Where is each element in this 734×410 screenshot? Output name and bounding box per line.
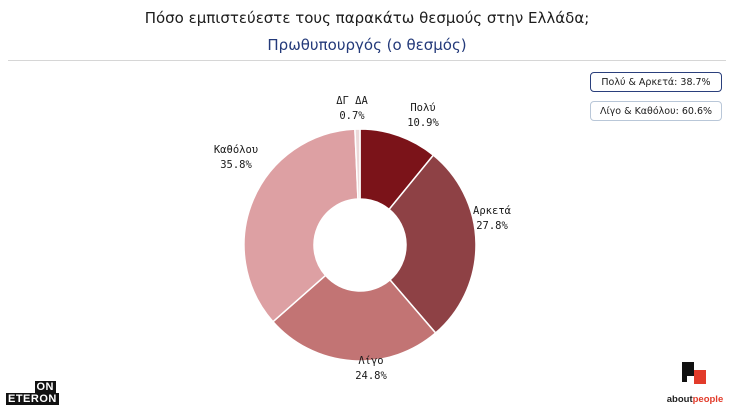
slice-value-4: 0.7% xyxy=(339,110,365,122)
logo-on-text: ON xyxy=(34,381,56,393)
aboutpeople-wordmark: aboutpeople xyxy=(666,394,724,405)
aboutpeople-mark-icon xyxy=(682,362,706,384)
slice-4 xyxy=(354,128,361,200)
slice-2 xyxy=(271,274,437,362)
slice-label-2: Λίγο xyxy=(358,355,383,367)
slice-value-0: 10.9% xyxy=(407,117,439,129)
chart-title: Πόσο εμπιστεύεστε τους παρακάτω θεσμούς … xyxy=(144,9,590,27)
chart-subtitle: Πρωθυπουργός (ο θεσμός) xyxy=(267,36,467,54)
logo-eteron-text: ETERON xyxy=(6,393,59,405)
slice-label-0: Πολύ xyxy=(410,102,435,114)
slice-label-3: Καθόλου xyxy=(214,144,258,156)
aboutpeople-logo: aboutpeople xyxy=(664,362,726,406)
slice-value-1: 27.8% xyxy=(476,220,508,232)
slice-label-4: ΔΓ ΔΑ xyxy=(336,95,368,107)
summary-positive: Πολύ & Αρκετά: 38.7% xyxy=(590,72,722,92)
donut-slices xyxy=(243,128,477,362)
slice-value-3: 35.8% xyxy=(220,159,252,171)
slice-3 xyxy=(243,128,359,323)
slice-label-1: Αρκετά xyxy=(473,205,512,217)
on-eteron-logo: ON ETERON xyxy=(6,381,59,405)
header-divider xyxy=(8,60,726,61)
donut-labels: Πολύ 10.9% Αρκετά 27.8% Λίγο 24.8% Καθόλου 35.8… xyxy=(214,95,512,382)
summary-negative: Λίγο & Καθόλου: 60.6% xyxy=(590,101,722,121)
slice-1 xyxy=(388,154,477,335)
slice-value-2: 24.8% xyxy=(355,370,387,382)
